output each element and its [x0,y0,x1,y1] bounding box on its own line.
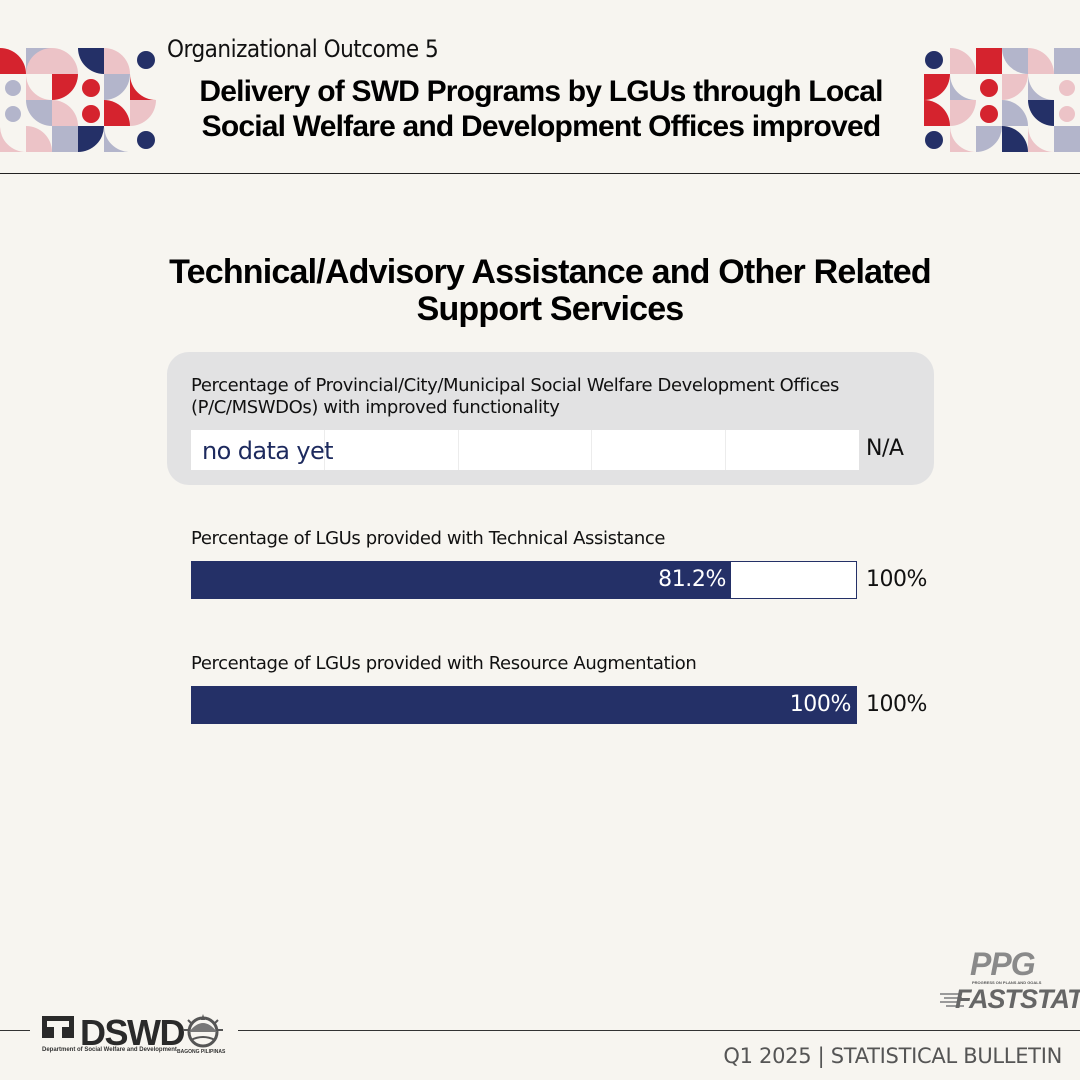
bagong-pilipinas-text: BAGONG PILIPINAS [177,1049,226,1055]
header: Organizational Outcome 5 Delivery of SWD… [0,0,1080,174]
footer-divider-left [0,1030,30,1031]
indicator-target-technical-assistance: 100% [866,567,927,592]
dswd-logo-subtitle: Department of Social Welfare and Develop… [42,1047,177,1053]
dswd-logo-text: DSWD [80,1012,186,1053]
indicator-value-technical-assistance: 81.2% [658,567,726,592]
decorative-pattern-left [0,48,156,152]
section-title: Technical/Advisory Assistance and Other … [169,253,931,328]
indicator-value-resource-augmentation: 100% [789,692,852,717]
indicator-bar-track-resource-augmentation: 100% [191,686,857,724]
ppg-logo-text: PPG [970,946,1036,982]
header-divider [0,173,1080,174]
indicator-target-functionality: N/A [866,436,904,461]
indicator-label-functionality: Percentage of Provincial/City/Municipal … [191,375,839,418]
outcome-title: Delivery of SWD Programs by LGUs through… [199,75,883,143]
indicator-label-technical-assistance: Percentage of LGUs provided with Technic… [191,528,666,549]
ppg-faststat-logo [940,993,964,1007]
bulletin-label: Q1 2025 | STATISTICAL BULLETIN [723,1044,1062,1068]
ppg-logo-subtitle: PROGRESS ON PLANS AND GOALS [972,980,1042,985]
outcome-label: Organizational Outcome 5 [167,35,439,63]
indicator-bar-fill-resource-augmentation [192,687,856,723]
faststat-logo-text: FASTSTAT [955,984,1080,1014]
indicator-label-resource-augmentation: Percentage of LGUs provided with Resourc… [191,653,697,674]
bagong-pilipinas-logo-icon [183,1014,223,1048]
footer-divider-right [238,1030,1080,1031]
indicator-bar-track-functionality: no data yet [191,430,859,470]
dswd-logo-icon [42,1016,74,1038]
indicator-target-resource-augmentation: 100% [866,692,927,717]
indicator-bar-fill-technical-assistance [192,562,731,598]
indicator-value-functionality: no data yet [202,437,334,465]
indicator-bar-track-technical-assistance: 81.2% [191,561,857,599]
decorative-pattern-right [924,48,1080,152]
